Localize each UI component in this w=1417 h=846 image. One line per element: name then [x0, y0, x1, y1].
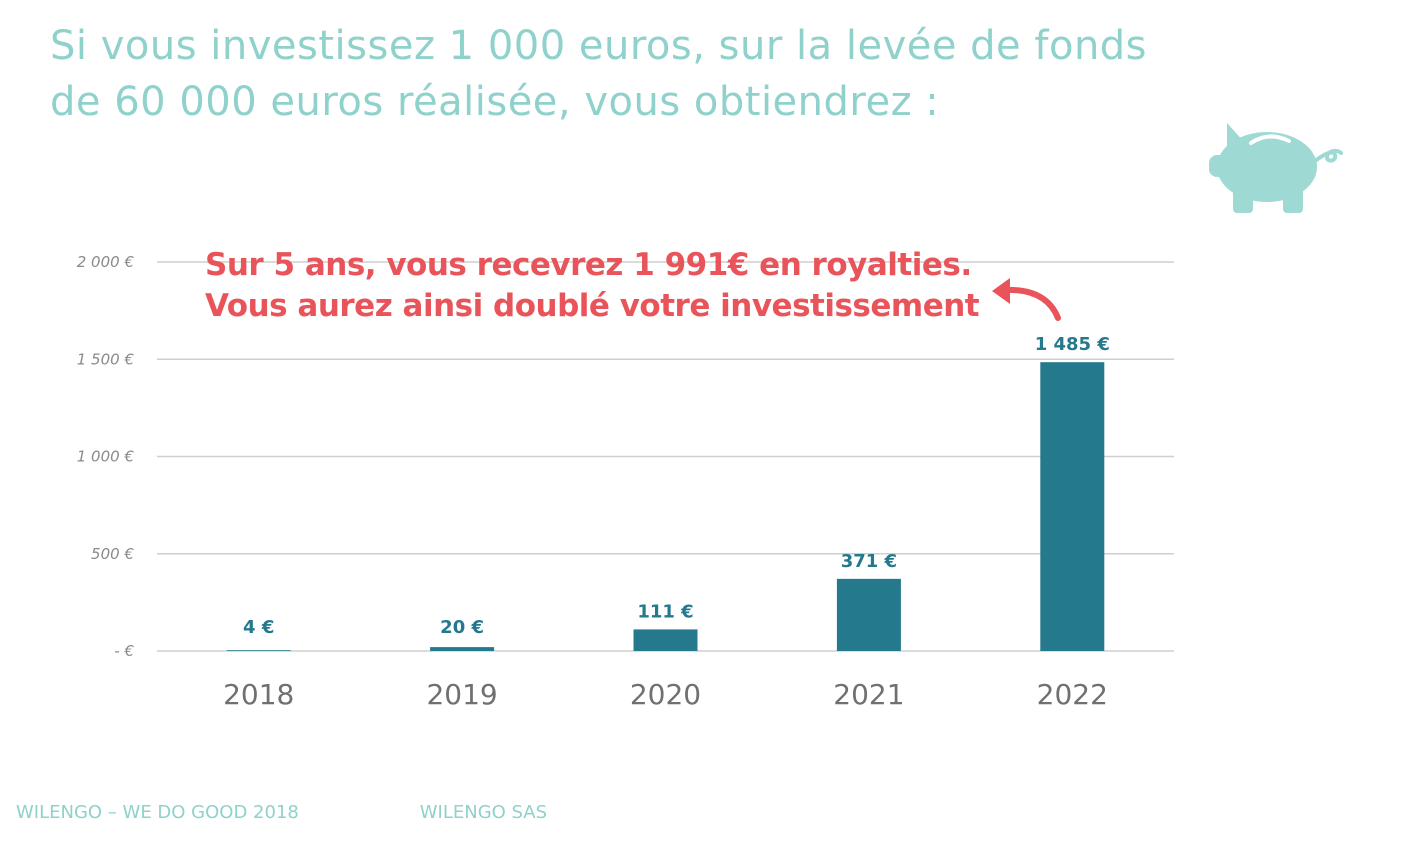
bar-2020 [633, 629, 698, 651]
y-tick-label: - € [114, 642, 134, 660]
data-label-2019: 20 € [440, 617, 484, 638]
y-tick-label: 1 000 € [77, 448, 135, 466]
bar-2022 [1040, 362, 1105, 651]
x-tick-label-2021: 2021 [833, 678, 904, 711]
bar-2018 [226, 650, 291, 651]
title-line-2: de 60 000 euros réalisée, vous obtiendre… [50, 79, 940, 125]
x-tick-label-2018: 2018 [223, 678, 294, 711]
footer: WILENGO – WE DO GOOD 2018 WILENGO SAS [16, 802, 547, 823]
y-axis-ticks: 2 000 € 1 500 € 1 000 € 500 € - € [77, 253, 135, 660]
data-label-2018: 4 € [243, 617, 274, 638]
footer-company-tagline: WILENGO – WE DO GOOD 2018 [16, 802, 299, 823]
piggy-bank-icon [1209, 123, 1343, 213]
chart-data-labels: 4 € 20 € 111 € 371 € 1 485 € [243, 334, 1110, 638]
x-axis-ticks: 2018 2019 2020 2021 2022 [223, 678, 1108, 711]
bar-2019 [430, 647, 495, 651]
y-tick-label: 2 000 € [77, 253, 135, 271]
chart-annotation: Sur 5 ans, vous recevrez 1 991€ en royal… [205, 247, 1061, 324]
slide-title: Si vous investissez 1 000 euros, sur la … [50, 18, 1390, 130]
x-tick-label-2022: 2022 [1037, 678, 1108, 711]
curved-arrow-icon [992, 278, 1061, 321]
bar-2021 [836, 578, 901, 651]
x-tick-label-2019: 2019 [426, 678, 497, 711]
data-label-2021: 371 € [841, 551, 897, 572]
x-tick-label-2020: 2020 [630, 678, 701, 711]
annotation-line-2: Vous aurez ainsi doublé votre investisse… [205, 288, 980, 324]
data-label-2022: 1 485 € [1035, 334, 1110, 355]
footer-company-name: WILENGO SAS [419, 802, 548, 823]
chart-bars [226, 362, 1105, 651]
y-tick-label: 1 500 € [77, 350, 135, 368]
annotation-line-1: Sur 5 ans, vous recevrez 1 991€ en royal… [205, 247, 972, 283]
title-line-1: Si vous investissez 1 000 euros, sur la … [50, 23, 1148, 69]
y-tick-label: 500 € [91, 545, 134, 563]
data-label-2020: 111 € [637, 601, 693, 622]
